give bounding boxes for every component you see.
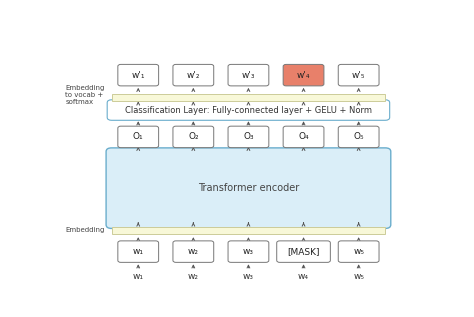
FancyBboxPatch shape: [118, 126, 159, 148]
Text: Classification Layer: Fully-connected layer + GELU + Norm: Classification Layer: Fully-connected la…: [125, 106, 372, 114]
Text: O₂: O₂: [188, 133, 199, 141]
Text: w₂: w₂: [188, 247, 199, 256]
Text: w'₅: w'₅: [352, 71, 365, 80]
Text: Transformer encoder: Transformer encoder: [198, 183, 299, 193]
Text: w'₁: w'₁: [131, 71, 145, 80]
Text: w₃: w₃: [243, 247, 254, 256]
Text: Embedding: Embedding: [65, 227, 105, 233]
Bar: [111, 94, 385, 100]
FancyBboxPatch shape: [277, 241, 330, 262]
Text: w₂: w₂: [188, 272, 199, 281]
FancyBboxPatch shape: [228, 126, 269, 148]
Text: w₁: w₁: [133, 247, 144, 256]
Text: w₅: w₅: [353, 247, 364, 256]
FancyBboxPatch shape: [338, 126, 379, 148]
FancyBboxPatch shape: [107, 100, 390, 120]
Text: w₃: w₃: [243, 272, 254, 281]
Bar: [111, 227, 385, 234]
Text: O₄: O₄: [298, 133, 309, 141]
FancyBboxPatch shape: [338, 241, 379, 262]
FancyBboxPatch shape: [118, 241, 159, 262]
Text: O₁: O₁: [133, 133, 144, 141]
Text: w₄: w₄: [298, 272, 309, 281]
Text: [MASK]: [MASK]: [287, 247, 320, 256]
FancyBboxPatch shape: [173, 126, 214, 148]
Text: w₅: w₅: [353, 272, 364, 281]
FancyBboxPatch shape: [106, 148, 391, 229]
FancyBboxPatch shape: [228, 64, 269, 86]
Text: O₃: O₃: [243, 133, 254, 141]
FancyBboxPatch shape: [118, 64, 159, 86]
FancyBboxPatch shape: [228, 241, 269, 262]
Text: w'₂: w'₂: [187, 71, 200, 80]
FancyBboxPatch shape: [173, 64, 214, 86]
FancyBboxPatch shape: [338, 64, 379, 86]
Text: w'₃: w'₃: [242, 71, 255, 80]
Text: Embedding
to vocab +
softmax: Embedding to vocab + softmax: [65, 85, 105, 105]
FancyBboxPatch shape: [173, 241, 214, 262]
FancyBboxPatch shape: [283, 126, 324, 148]
FancyBboxPatch shape: [283, 64, 324, 86]
Text: w'₄: w'₄: [297, 71, 310, 80]
Text: O₅: O₅: [353, 133, 364, 141]
Text: w₁: w₁: [133, 272, 144, 281]
